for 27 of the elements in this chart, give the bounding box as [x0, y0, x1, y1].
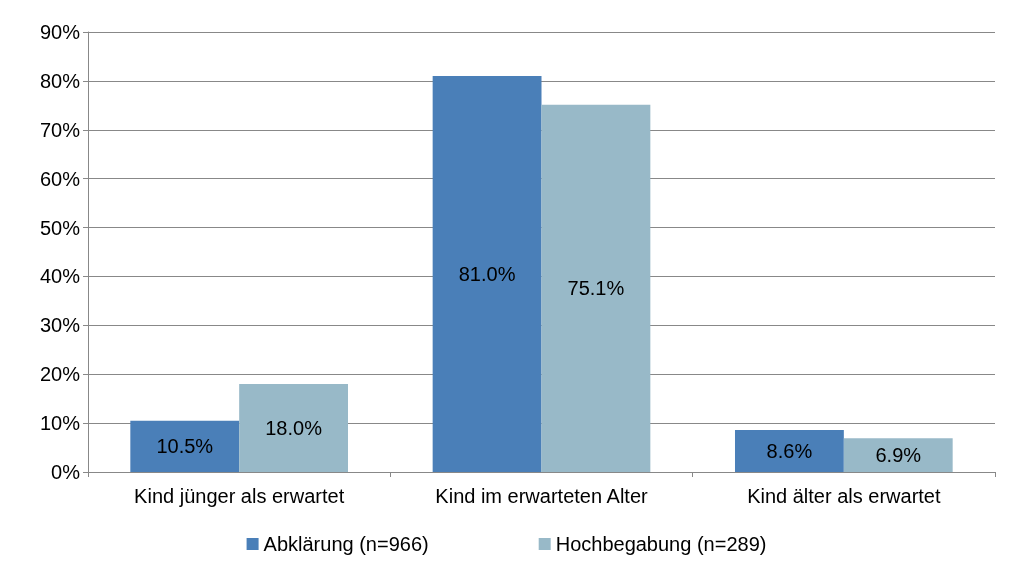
- legend-label: Hochbegabung (n=289): [555, 533, 767, 555]
- x-tick-label: Kind älter als erwartet: [747, 485, 941, 507]
- y-tick-label: 60%: [39, 167, 81, 190]
- data-label: 75.1%: [567, 277, 625, 300]
- data-label: 8.6%: [766, 439, 813, 462]
- y-tick-label: 30%: [39, 314, 81, 337]
- bar: [432, 76, 542, 472]
- bar: [541, 104, 651, 472]
- bar: [843, 438, 953, 472]
- y-tick-label: 50%: [39, 216, 81, 239]
- y-tick-label: 10%: [39, 412, 81, 435]
- x-tick-label: Kind jünger als erwartet: [134, 485, 345, 507]
- bar: [239, 384, 349, 472]
- x-tick-label: Kind im erwarteten Alter: [435, 485, 648, 507]
- y-tick-label: 90%: [39, 21, 81, 43]
- data-label: 6.9%: [875, 444, 922, 467]
- y-tick-label: 70%: [39, 118, 81, 141]
- y-tick-label: 20%: [39, 363, 81, 386]
- data-label: 18.0%: [265, 417, 323, 439]
- data-label: 81.0%: [458, 263, 516, 285]
- bar: [734, 429, 844, 472]
- legend-label: Abklärung (n=966): [263, 533, 429, 555]
- y-tick-label: 40%: [39, 265, 81, 288]
- bar: [130, 420, 240, 472]
- y-tick-label: 0%: [51, 461, 81, 483]
- data-label: 10.5%: [156, 435, 214, 458]
- y-tick-label: 80%: [39, 69, 81, 92]
